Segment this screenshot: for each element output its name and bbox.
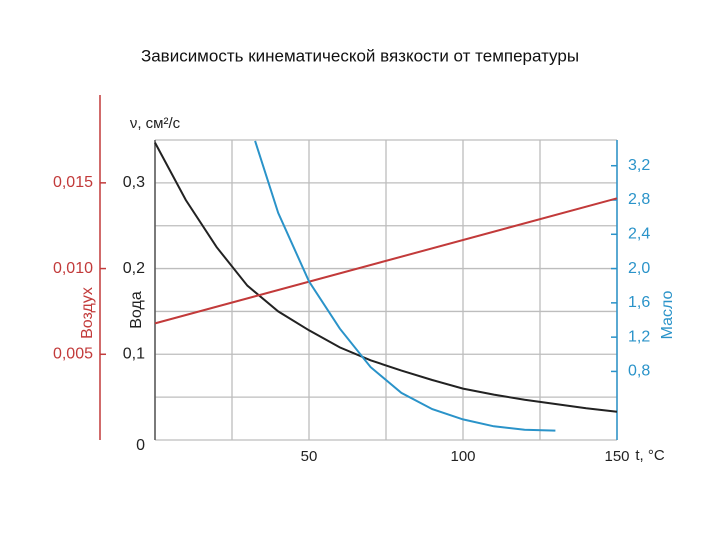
y2-tick-label: 0,8 [628, 363, 650, 380]
y-tick-label: 0,3 [123, 174, 145, 191]
y2-tick-label: 2,4 [628, 226, 650, 243]
series-name: Вода [128, 291, 145, 329]
y2-tick-label: 2,8 [628, 191, 650, 208]
series-name: Масло [659, 290, 676, 339]
series-name: Воздух [79, 287, 96, 339]
y2-tick-label: 1,6 [628, 294, 650, 311]
y2-tick-label: 1,2 [628, 328, 650, 345]
y2-tick-label: 2,0 [628, 260, 650, 277]
y3-tick-label: 0,015 [53, 174, 93, 191]
y-tick-label: 0 [136, 437, 145, 454]
x-tick-label: 100 [450, 448, 475, 465]
y-tick-label: 0,2 [123, 260, 145, 277]
x-tick-label: 150 [604, 448, 629, 465]
series-line [154, 197, 618, 325]
x-tick-label: 50 [301, 448, 318, 465]
chart-title: Зависимость кинематической вязкости от т… [141, 46, 579, 65]
y3-tick-label: 0,010 [53, 260, 93, 277]
x-axis-label: t, °C [635, 447, 665, 464]
y3-tick-label: 0,005 [53, 346, 93, 363]
series-line [154, 142, 618, 413]
y-tick-label: 0,1 [123, 346, 145, 363]
y-axis-label: ν, см²/с [130, 115, 181, 132]
series-line [254, 140, 556, 432]
y2-tick-label: 3,2 [628, 157, 650, 174]
